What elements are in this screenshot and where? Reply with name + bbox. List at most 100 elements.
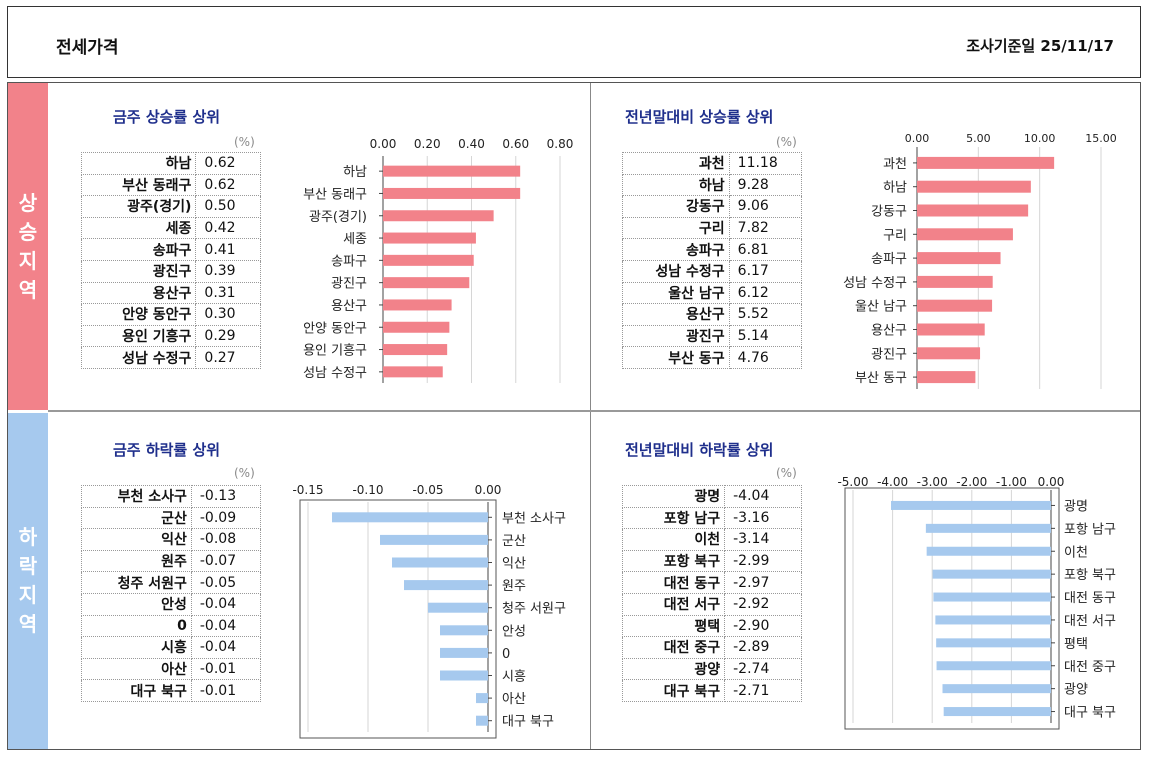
unit-label: (%): [234, 466, 255, 480]
region-name: 아산: [81, 657, 192, 681]
region-name: 부산 동구: [622, 346, 730, 369]
tick-label: 10.00: [1024, 132, 1056, 145]
table-row: 광진구 0.39: [80, 259, 261, 283]
category-label: 구리: [883, 228, 907, 243]
bar: [332, 512, 488, 523]
table-row: 하남 0.62: [80, 152, 261, 175]
rate-value: -2.74: [724, 657, 802, 681]
region-name: 포항 북구: [621, 549, 726, 573]
region-name: 대전 동구: [621, 571, 726, 594]
region-name: 울산 남구: [622, 281, 730, 305]
tick-label: 5.00: [966, 132, 991, 145]
region-name: 안양 동안구: [80, 303, 197, 326]
rate-value: 9.06: [728, 195, 803, 218]
rate-value: -2.99: [724, 549, 802, 573]
tick-label: 0.00: [370, 137, 397, 151]
unit-label: (%): [234, 135, 255, 149]
tick-label: 0.00: [1038, 475, 1065, 489]
table-row: 용산구 0.31: [80, 281, 261, 305]
bar: [917, 299, 993, 312]
category-label: 광진구: [331, 277, 367, 292]
tick-label: 0.60: [502, 137, 529, 151]
region-name: 하남: [80, 152, 197, 175]
bar: [383, 366, 443, 378]
table-row: 부산 동래구 0.62: [80, 173, 261, 197]
bar: [476, 693, 488, 704]
rate-value: -0.05: [190, 571, 262, 594]
bar: [404, 580, 488, 591]
category-label: 익산: [502, 557, 526, 572]
category-label: 군산: [502, 534, 526, 549]
panel-title: 금주 상승률 상위: [113, 108, 221, 126]
region-name: 부천 소사구: [81, 485, 192, 508]
rate-value: 0.27: [195, 346, 261, 369]
value-table: 과천 11.18 하남 9.28 강동구 9.06 구리 7.82 송파구 6.81 성남 수정구 6…: [622, 152, 803, 369]
value-table: 광명 -4.04 포항 남구 -3.16 이천 -3.14 포항 북구 -2.99 대전 동구 -…: [621, 485, 802, 702]
tick-label: 0.40: [458, 137, 485, 151]
region-name: 송파구: [80, 238, 197, 261]
category-label: 성남 수정구: [843, 276, 907, 291]
category-label: 포항 북구: [1064, 568, 1116, 583]
rate-value: 5.14: [728, 324, 803, 348]
bar: [917, 371, 976, 384]
category-label: 0: [502, 647, 510, 662]
table-row: 광주(경기) 0.50: [80, 195, 261, 218]
region-name: 대전 서구: [621, 592, 726, 616]
region-name: 시흥: [81, 636, 192, 659]
rate-value: -2.71: [724, 679, 802, 702]
unit-label: (%): [776, 135, 797, 149]
rate-value: -0.01: [190, 679, 262, 702]
rate-value: 0.41: [195, 238, 261, 261]
category-label: 이천: [1064, 545, 1088, 560]
tick-label: 15.00: [1085, 132, 1117, 145]
table-row: 광명 -4.04: [621, 485, 802, 508]
bar: [917, 180, 1031, 193]
table-row: 시흥 -0.04: [81, 636, 262, 659]
region-name: 포항 남구: [621, 506, 726, 530]
table-row: 하남 9.28: [622, 173, 803, 197]
category-label: 대전 중구: [1064, 660, 1116, 675]
tick-label: 0.00: [475, 483, 502, 497]
table-row: 대전 서구 -2.92: [621, 592, 802, 616]
region-name: 광양: [621, 657, 726, 681]
category-label: 광진구: [871, 347, 907, 362]
table-row: 이천 -3.14: [621, 528, 802, 551]
bar: [925, 523, 1051, 533]
region-name: 익산: [81, 528, 192, 551]
bar: [440, 647, 488, 658]
table-row: 군산 -0.09: [81, 506, 262, 530]
table-row: 용인 기흥구 0.29: [80, 324, 261, 348]
region-name: 대구 북구: [81, 679, 192, 702]
tick-label: -5.00: [837, 475, 868, 489]
region-name: 용인 기흥구: [80, 324, 197, 348]
rate-value: 0.39: [195, 259, 261, 283]
rate-value: -0.13: [190, 485, 262, 508]
tick-label: 0.20: [414, 137, 441, 151]
category-label: 대전 동구: [1064, 591, 1116, 606]
region-name: 광진구: [80, 259, 197, 283]
bar: [917, 228, 1013, 241]
survey-date: 조사기준일 25/11/17: [966, 37, 1114, 55]
tick-label: -2.00: [956, 475, 987, 489]
rate-value: -4.04: [724, 485, 802, 508]
bar: [383, 277, 470, 289]
category-label: 아산: [502, 692, 526, 707]
tick-label: -0.10: [352, 483, 383, 497]
region-name: 과천: [622, 152, 730, 175]
bar: [917, 275, 993, 288]
region-name: 광진구: [622, 324, 730, 348]
region-name: 안성: [81, 592, 192, 616]
bar: [936, 661, 1051, 671]
bar: [383, 187, 521, 199]
table-row: 포항 북구 -2.99: [621, 549, 802, 573]
rate-value: 0.29: [195, 324, 261, 348]
bar: [383, 165, 521, 177]
rate-value: 0.62: [195, 173, 261, 197]
table-row: 용산구 5.52: [622, 303, 803, 326]
rate-value: -2.90: [724, 614, 802, 638]
table-row: 0 -0.04: [81, 614, 262, 638]
category-label: 하남: [883, 181, 907, 196]
